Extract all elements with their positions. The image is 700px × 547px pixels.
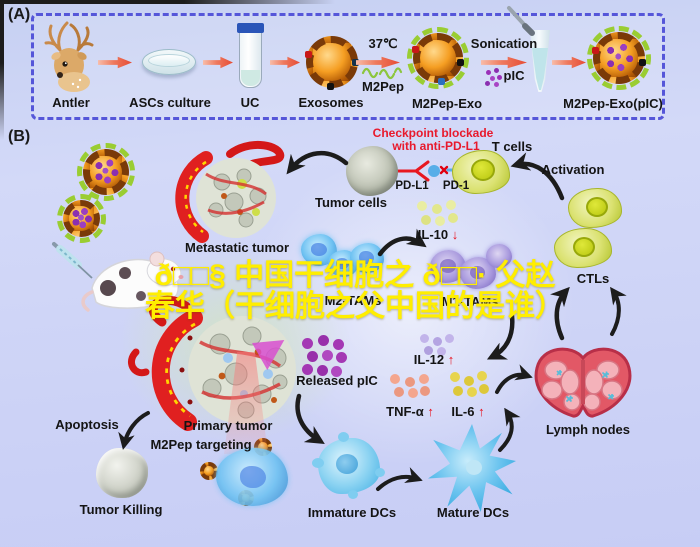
sonication-tube-icon [530,30,550,92]
injected-particle-1 [77,143,135,201]
m2pep-targeting-label: M2Pep targeting [150,437,252,452]
uc-label: UC [240,95,260,110]
process-arrow-5 [481,56,527,69]
antler-deer-icon [44,21,94,92]
metastatic-tumor-icon [175,141,285,243]
arrow-il6-to-lymph [495,364,533,394]
metastatic-tumor-label: Metastatic tumor [184,240,290,255]
m2pep-exo-pic-label: M2Pep-Exo(pIC) [563,96,663,111]
pd-l1-label: PD-L1 [395,180,429,192]
watermark-line2: 春华（干细胞之父中国的是谁） [145,289,565,323]
injected-particle-2 [57,194,106,243]
primary-tumor-label: Primary tumor [183,418,273,433]
pd-1-label: PD-1 [442,180,470,192]
asc-culture-dish-icon [142,49,196,75]
frame-top-edge [0,0,335,4]
arrow-maturedc-to-il6 [498,407,521,452]
mouse-icon [81,251,184,312]
released-pic-label: Released pIC [296,373,378,388]
process-arrow-4 [356,56,400,69]
panel-b-label: (B) [8,128,31,145]
pic-label: pIC [503,68,525,83]
checkpoint-line1: Checkpoint blockade [372,126,494,140]
arrow-immature-to-mature [376,467,423,491]
process-arrow-3 [270,56,300,69]
process-arrow-6 [552,56,586,69]
il6-label: IL-6 ↑ [451,404,485,419]
tumor-cells-label: Tumor cells [314,195,388,210]
m2pep-squiggle-icon [361,67,403,80]
m2pep-exo-label: M2Pep-Exo [411,96,483,111]
ctls-label: CTLs [576,271,610,286]
apoptosis-label: Apoptosis [55,417,119,432]
immature-dcs-label: Immature DCs [307,505,397,520]
t-cells-label: T cells [491,139,533,154]
exosomes-label: Exosomes [298,95,364,110]
panel-a-label: (A) [8,6,31,23]
process-arrow-1 [98,56,132,69]
watermark-line1: ð□□§ 中国干细胞之 ð□□· 父赵 [154,259,556,292]
sonicator-probe-icon [507,6,535,36]
m2pep-exo-pic-icon [587,26,651,90]
asc-culture-label: ASCs culture [129,95,211,110]
arrow-to-ctls-right [610,286,627,336]
arrow-m2-to-m1 [377,228,427,257]
lymph-nodes-label: Lymph nodes [545,422,631,437]
arrow-pic-to-immaturedc [295,393,325,444]
il10-label: IL-10 ↓ [417,227,459,242]
m2pep-exo-icon [407,27,469,89]
mature-dcs-label: Mature DCs [436,505,510,520]
antler-label: Antler [52,95,90,110]
arrow-apoptosis [118,411,150,450]
apoptotic-cell-icon [96,448,148,498]
activation-label: Activation [541,162,605,177]
pic-dots-icon [486,70,491,75]
arrow-tumorcells-to-metastatic [286,150,349,175]
watermark-text: ð□□§ 中国干细胞之 ð□□· 父赵 春华（干细胞之父中国的是谁） [145,259,565,323]
il12-label: IL-12 ↑ [413,352,455,367]
temp-label: 37℃ [368,36,398,51]
sonication-label: Sonication [470,36,538,51]
lymph-nodes-icon [534,347,632,418]
checkpoint-line2: with anti-PD-L1 [392,139,480,153]
tumor-killing-label: Tumor Killing [79,502,163,517]
frame-left-edge [0,0,4,140]
tnf-label: TNF-α ↑ [386,404,434,419]
exosome-icon [305,36,359,90]
syringe-icon [52,242,93,279]
uc-tube-icon [237,23,264,88]
m2pep-label: M2Pep [362,79,404,94]
process-arrow-2 [203,56,233,69]
